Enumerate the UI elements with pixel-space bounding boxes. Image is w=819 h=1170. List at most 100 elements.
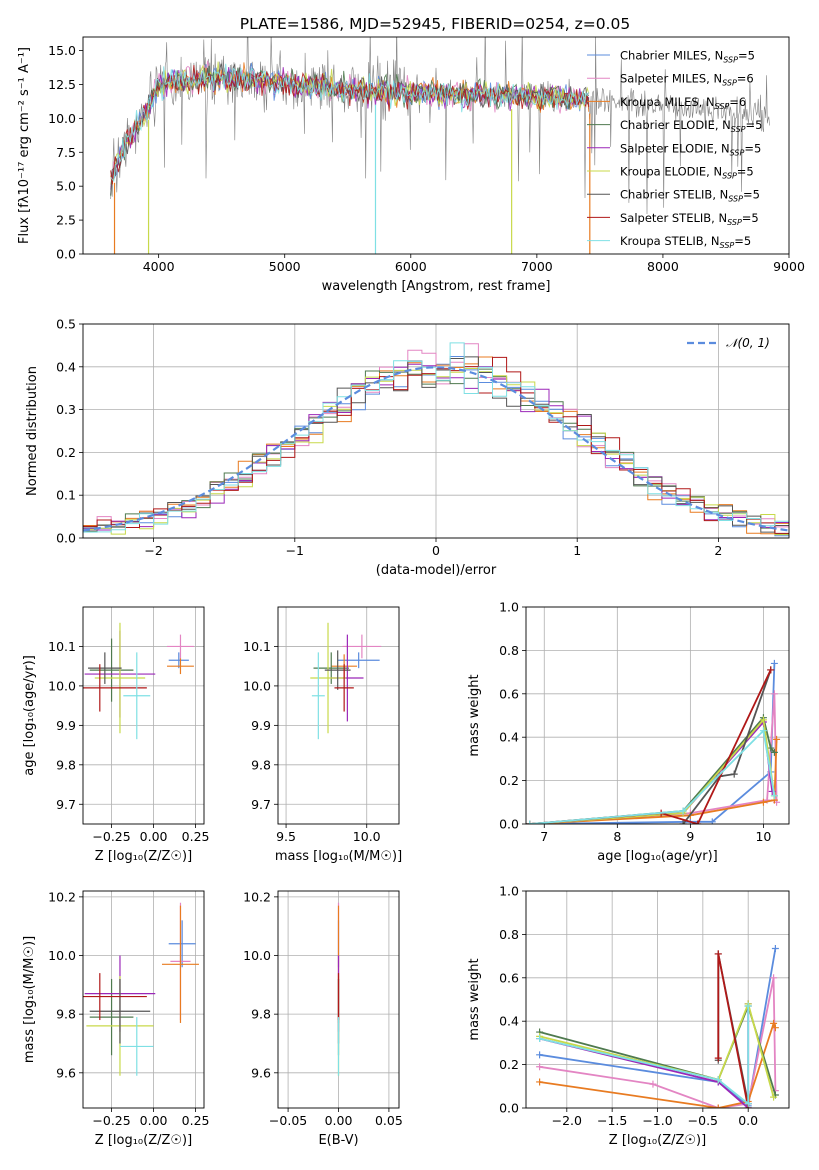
y-tick-label: 7.5 [56,145,76,160]
legend-subscript: SSP [715,102,730,111]
weight-marker [536,1051,544,1059]
legend-label: Salpeter STELIB, NSSP=5 [620,211,759,227]
axes-frame [525,890,790,1109]
plot-area [110,37,770,254]
legend-name: Salpeter ELODIE, N [620,141,730,155]
weight-line-0 [529,663,776,824]
y-axis-label: mass weight [467,674,482,756]
y-tick-label: 10.0 [48,678,76,693]
y-tick-label: 9.8 [251,757,271,772]
legend-label: Chabrier MILES, NSSP=5 [620,49,755,65]
y-tick-label: 0.5 [56,317,76,332]
plot-area [83,622,194,740]
axes-frame [525,606,790,825]
y-tick-label: 0.0 [56,247,76,262]
y-tick-label: 0.0 [499,817,519,832]
weight-marker [536,1063,544,1071]
weight-marker [649,1080,657,1088]
x-axis-label: (data-model)/error [376,563,497,578]
y-tick-label: 9.6 [251,1065,271,1080]
weight-line-6 [682,669,772,824]
weight-marker [770,659,778,667]
y-tick-label: 1.0 [499,884,519,899]
legend-name: Kroupa MILES, N [620,95,715,109]
y-tick-label: 10.2 [243,889,271,904]
weight-line-3 [529,715,776,824]
y-tick-label: 9.8 [56,757,76,772]
legend-subscript: SSP [723,56,738,65]
x-tick-label: 0.05 [375,1113,403,1128]
legend-nssp: =6 [737,72,754,86]
x-axis-label: mass [log₁₀(M/M☉)] [275,849,402,864]
model-line-8 [110,63,590,183]
legend-nssp: =5 [746,118,763,132]
x-tick-label: 0.25 [182,1113,210,1128]
panel-age-vs-Z: −0.25 0.00 0.25 9.7 9.8 9.9 10.0 10.1 Z [log₁₀(Z… [22,606,210,864]
weight-marker [759,716,767,724]
y-tick-label: 9.8 [56,1007,76,1022]
x-tick-label: 0.0 [738,1113,758,1128]
panel-weight-vs-Z: −2.0 −1.5 −1.0 −0.5 0.0 0.0 0.2 0.4 0.6 0.8 1.0 Z [… [467,884,790,1148]
x-axis-label: Z [log₁₀(Z/Z☉)] [95,849,192,864]
y-tick-label: 0.3 [56,402,76,417]
y-tick-label: 0.6 [499,686,519,701]
x-tick-label: 10 [755,829,771,844]
panel-spectrum: 4000 5000 6000 7000 8000 9000 0.0 2.5 5.0 7.5 10.0… [17,36,805,294]
weight-marker [773,735,781,743]
panel-age-vs-mass: 9.5 10.0 9.7 9.8 9.9 10.0 10.1 mass [log₁₀(M/M☉… [243,606,402,864]
x-tick-label: 0.00 [140,829,168,844]
weight-marker [770,1093,778,1101]
gaussian-curve [83,366,789,532]
y-tick-label: 0.6 [499,970,519,985]
y-tick-label: 10.1 [48,639,76,654]
x-tick-label: 9 [686,829,694,844]
legend-subscript: SSP [727,218,742,227]
y-tick-label: 9.7 [251,797,271,812]
weight-line-2 [529,739,778,824]
weight-marker [730,770,738,778]
x-tick-label: 9.5 [276,829,296,844]
weight-marker [771,945,779,953]
x-axis-label: wavelength [Angstrom, rest frame] [322,279,551,294]
x-tick-label: −0.5 [688,1113,718,1128]
x-axis-label: Z [log₁₀(Z/Z☉)] [95,1133,192,1148]
y-axis-label: Normed distribution [25,366,40,496]
y-tick-label: 0.1 [56,488,76,503]
legend-subscript: SSP [730,148,745,157]
y-tick-label: 10.0 [48,111,76,126]
x-tick-label: −2.0 [552,1113,582,1128]
x-tick-label: −0.05 [269,1113,307,1128]
legend-name: Kroupa ELODIE, N [620,165,722,179]
y-tick-label: 1.0 [499,600,519,615]
weight-marker [770,974,778,982]
legend-nssp: =5 [734,234,751,248]
x-tick-label: 9000 [773,259,805,274]
y-tick-label: 0.4 [499,730,519,745]
legend-subscript: SSP [722,172,737,181]
x-tick-label: 8 [613,829,621,844]
weight-line-7 [529,669,772,824]
legend-label: Chabrier ELODIE, NSSP=5 [620,118,762,134]
weight-marker [770,1019,778,1027]
legend-label: Chabrier STELIB, NSSP=5 [620,188,760,204]
y-tick-label: 0.2 [56,445,76,460]
weight-marker [714,1054,722,1062]
axes-frame [82,890,205,1109]
y-axis-label: age [log₁₀(age/yr)] [22,655,37,776]
y-axis-label: mass weight [467,958,482,1040]
axes-frame [82,323,790,539]
weight-marker [744,1002,752,1010]
weight-marker [771,1024,779,1032]
axes-frame [82,606,205,825]
y-tick-label: 10.0 [243,948,271,963]
legend-nssp: =5 [743,188,760,202]
legend-name: Chabrier ELODIE, N [620,118,731,132]
y-tick-label: 0.2 [499,773,519,788]
y-tick-label: 0.8 [499,643,519,658]
x-tick-label: 5000 [269,259,301,274]
panel-mass-vs-Z: −0.25 0.00 0.25 9.6 9.8 10.0 10.2 Z [log₁₀(Z/Z☉… [22,889,210,1148]
x-tick-label: 0.00 [140,1113,168,1128]
weight-marker [767,744,775,752]
histogram-legend: 𝒩(0, 1) [687,336,770,350]
y-tick-label: 12.5 [48,77,76,92]
